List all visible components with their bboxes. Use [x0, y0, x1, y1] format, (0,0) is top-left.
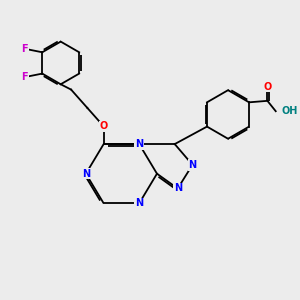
Text: N: N — [188, 160, 196, 170]
Text: N: N — [174, 184, 182, 194]
Text: N: N — [82, 169, 90, 179]
Text: F: F — [21, 44, 28, 54]
Text: O: O — [263, 82, 272, 92]
Text: O: O — [100, 121, 108, 131]
Text: F: F — [21, 72, 28, 82]
Text: OH: OH — [281, 106, 297, 116]
Text: N: N — [135, 139, 143, 149]
Text: N: N — [135, 198, 143, 208]
